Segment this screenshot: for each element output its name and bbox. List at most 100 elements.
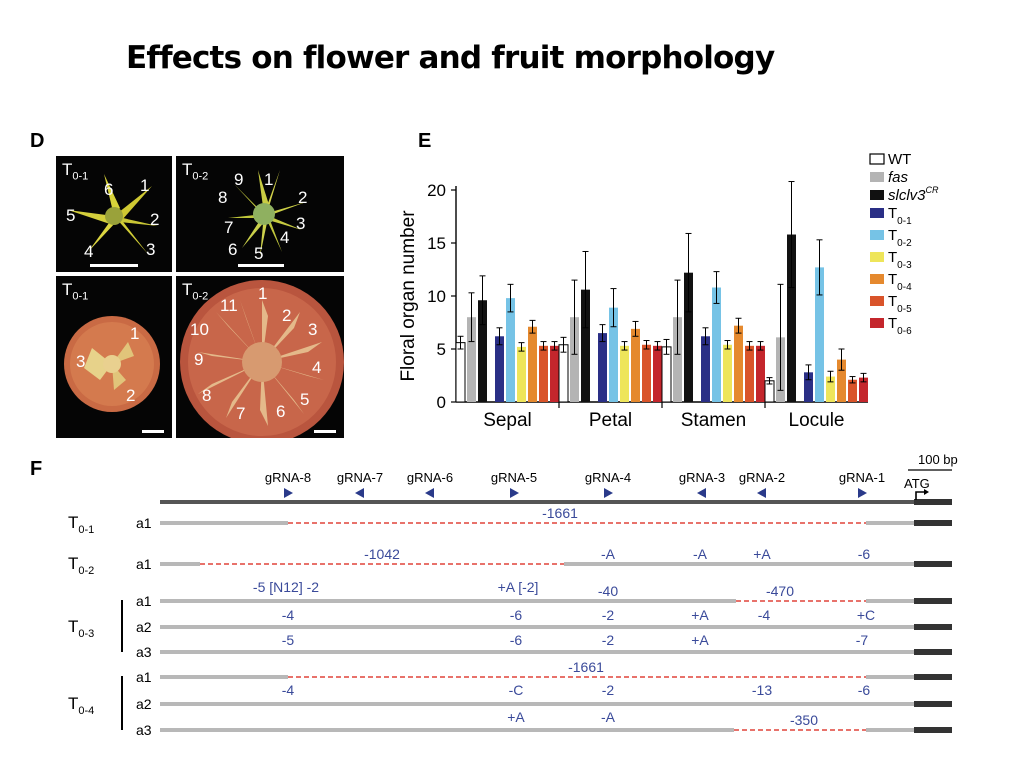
- page-title: Effects on flower and fruit morphology: [126, 40, 775, 76]
- bar: [745, 345, 754, 402]
- line-label: T0-1: [68, 513, 94, 536]
- mutation-annotation: -40: [598, 583, 618, 599]
- organ-number: 9: [194, 350, 204, 369]
- grna-label: gRNA-2: [739, 470, 785, 485]
- y-tick-label: 10: [427, 287, 446, 306]
- mutation-annotation: -470: [766, 583, 794, 599]
- tss-arrowhead: [924, 489, 929, 495]
- grna-label: gRNA-1: [839, 470, 885, 485]
- bar: [598, 333, 607, 402]
- grna-label: gRNA-4: [585, 470, 631, 485]
- photo-label: T0-1: [62, 280, 89, 303]
- bar: [631, 328, 640, 402]
- x-tick-label: Locule: [789, 410, 845, 431]
- legend-label: T0-3: [888, 249, 912, 271]
- coding-region: [914, 727, 952, 733]
- floral-organ-bar-chart: Floral organ number 0 5 10 15 20 Sepal Petal Sta…: [398, 151, 939, 431]
- organ-number: 8: [218, 188, 228, 207]
- coding-region: [914, 674, 952, 680]
- y-tick-label: 20: [427, 181, 446, 200]
- bar: [859, 377, 868, 402]
- coding-region: [914, 499, 952, 505]
- organ-number: 7: [236, 404, 246, 423]
- grna-arrowhead: [355, 488, 364, 498]
- legend-swatch: [870, 296, 884, 306]
- bar: [661, 346, 672, 403]
- panel-f-letter: F: [30, 458, 43, 480]
- coding-region: [914, 598, 952, 604]
- bar: [609, 307, 618, 402]
- legend-swatch: [870, 172, 884, 182]
- photo-label: T0-2: [182, 280, 209, 303]
- bar: [581, 289, 590, 402]
- organ-number: 5: [300, 390, 310, 409]
- legend-label: T0-6: [888, 315, 912, 337]
- mutation-annotation: -6: [510, 632, 523, 648]
- fruit-photo-t01: T0-1 1 3 2: [56, 276, 172, 438]
- legend-label: T0-5: [888, 293, 912, 315]
- bar: [517, 346, 526, 402]
- mutation-annotation: -4: [282, 682, 295, 698]
- flower-photo-t01: T0-1 6 1 5 2 4 3: [56, 156, 172, 272]
- organ-number: 6: [276, 402, 286, 421]
- scale-bar: [90, 264, 138, 267]
- organ-number: 1: [258, 284, 268, 303]
- tss-arrow: [915, 491, 924, 500]
- x-tick-label: Petal: [589, 410, 632, 431]
- flower-image: [68, 174, 158, 254]
- legend-swatch: [870, 208, 884, 218]
- organ-number: 3: [308, 320, 318, 339]
- line-label: T0-3: [68, 617, 94, 640]
- organ-number: 6: [104, 180, 114, 199]
- coding-region: [914, 520, 952, 526]
- mutation-annotation: -5 [N12] -2: [253, 579, 319, 595]
- organ-number: 1: [140, 176, 150, 195]
- legend-label: T0-1: [888, 205, 912, 227]
- bar: [756, 345, 765, 402]
- fruit-photo-t02: T0-2 11 1 10 2 3 9 4 8 5 7 6: [176, 276, 344, 438]
- bar: [673, 317, 682, 402]
- bar: [558, 344, 569, 403]
- bar: [734, 325, 743, 402]
- grna-label: gRNA-7: [337, 470, 383, 485]
- line-label: T0-2: [68, 554, 94, 577]
- allele-label: a3: [136, 722, 152, 738]
- scale-bar: [142, 430, 164, 433]
- x-tick-label: Sepal: [483, 410, 532, 431]
- organ-number: 10: [190, 320, 209, 339]
- bar: [506, 298, 515, 402]
- mutation-annotation: -A: [601, 709, 616, 725]
- bar: [495, 336, 504, 402]
- bar: [478, 300, 487, 402]
- bar: [804, 372, 813, 402]
- organ-number: 3: [296, 214, 306, 233]
- mutation-annotation: -1042: [364, 546, 400, 562]
- grna-arrowhead: [510, 488, 519, 498]
- allele-label: a2: [136, 696, 152, 712]
- legend-swatch: [870, 252, 884, 262]
- allele-diagram: 100 bp gRNA-8 gRNA-7 gRNA-6 gRNA-5 gRNA-4 gRNA…: [68, 452, 958, 738]
- mutation-annotation: -2: [602, 682, 615, 698]
- allele-label: a1: [136, 515, 152, 531]
- bar: [701, 336, 710, 402]
- bar: [787, 234, 796, 402]
- mutation-annotation: +A [-2]: [498, 579, 539, 595]
- y-axis-label: Floral organ number: [398, 210, 419, 382]
- bar: [620, 345, 629, 402]
- grna-label: gRNA-6: [407, 470, 453, 485]
- mutation-annotation: -7: [856, 632, 869, 648]
- legend-swatch: [870, 190, 884, 200]
- organ-number: 4: [280, 228, 290, 247]
- allele-label: a1: [136, 556, 152, 572]
- legend-swatch: [870, 230, 884, 240]
- bar: [467, 317, 476, 402]
- organ-number: 5: [66, 206, 76, 225]
- grna-label: gRNA-5: [491, 470, 537, 485]
- grna-label: gRNA-3: [679, 470, 725, 485]
- bar: [653, 345, 662, 402]
- bar: [815, 267, 824, 402]
- mutation-annotation: -4: [282, 607, 295, 623]
- mutation-annotation: -1661: [542, 505, 578, 521]
- mutation-annotation: -5: [282, 632, 295, 648]
- organ-number: 4: [312, 358, 322, 377]
